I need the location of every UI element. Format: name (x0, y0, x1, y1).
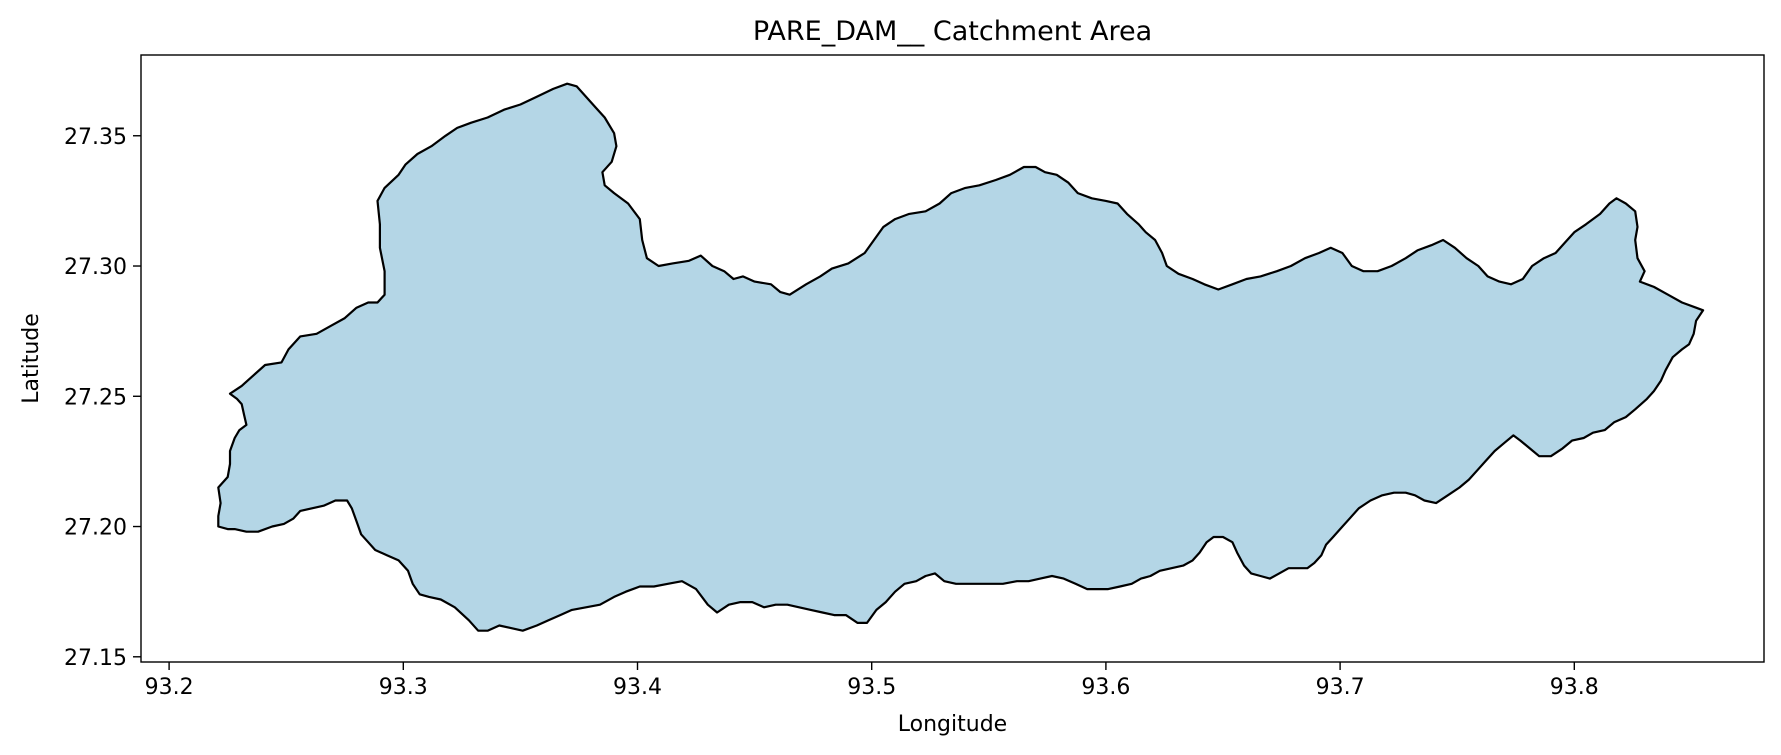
chart-title: PARE_DAM__ Catchment Area (753, 16, 1152, 47)
y-tick-label: 27.20 (64, 516, 127, 541)
x-axis-ticks: 93.2 93.3 93.4 93.5 93.6 93.7 93.8 (145, 662, 1599, 700)
x-tick-label: 93.5 (847, 675, 896, 700)
x-tick-label: 93.8 (1550, 675, 1599, 700)
catchment-polygon (217, 82, 1705, 632)
x-axis-label: Longitude (898, 712, 1007, 737)
x-tick-label: 93.7 (1316, 675, 1365, 700)
axes-frame (140, 54, 1765, 663)
x-tick-label: 93.6 (1081, 675, 1130, 700)
y-tick-label: 27.25 (64, 385, 127, 410)
x-tick-label: 93.3 (379, 675, 428, 700)
plot-area (217, 82, 1705, 632)
x-tick-label: 93.4 (613, 675, 662, 700)
y-tick-label: 27.35 (64, 125, 127, 150)
x-tick-label: 93.2 (145, 675, 194, 700)
y-axis-ticks: 27.15 27.20 27.25 27.30 27.35 (64, 125, 141, 671)
y-tick-label: 27.15 (64, 646, 127, 671)
y-tick-label: 27.30 (64, 255, 127, 280)
y-axis-label: Latitude (19, 313, 44, 404)
